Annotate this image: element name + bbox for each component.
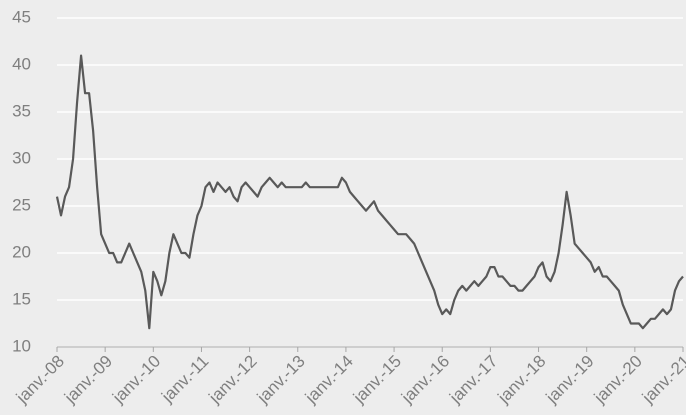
y-tick-label: 40 [12,54,31,73]
x-tick-label: janv.-14 [301,352,357,408]
x-tick-label: janv.-13 [253,352,309,408]
y-tick-label: 25 [12,195,31,214]
data-line [55,54,684,330]
y-tick-label: 20 [12,242,31,261]
x-tick-label: janv.-17 [445,352,501,408]
y-tick-label: 35 [12,101,31,120]
y-tick-label: 10 [12,336,31,355]
x-tick-label: janv.-16 [397,352,453,408]
y-tick-label: 30 [12,148,31,167]
x-tick-label: janv.-10 [108,352,164,408]
x-tick-label: janv.-18 [494,352,550,408]
x-tick-label: janv.-08 [12,352,68,408]
y-tick-label: 45 [12,7,31,26]
x-tick-label: janv.-15 [349,352,405,408]
y-tick-label: 15 [12,289,31,308]
x-tick-label: janv.-21 [638,352,686,408]
x-tick-label: janv.-20 [590,352,646,408]
x-tick-label: janv.-19 [542,352,598,408]
x-tick-label: janv.-11 [157,352,212,407]
x-tick-label: janv.-09 [60,352,116,408]
x-tick-label: janv.-12 [205,352,261,408]
